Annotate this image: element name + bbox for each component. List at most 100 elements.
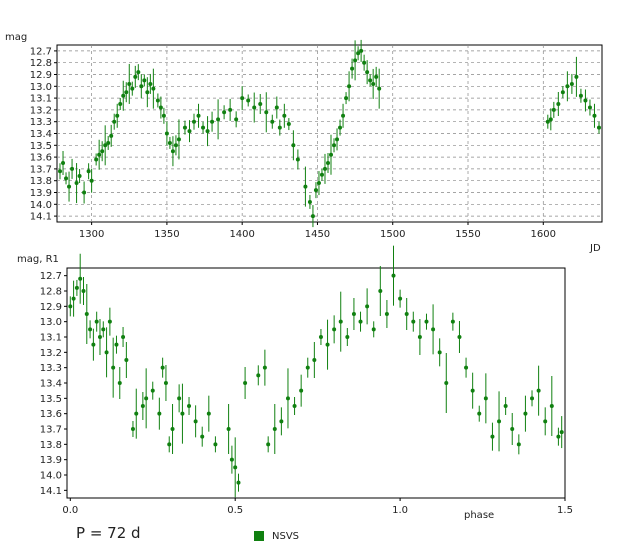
data-point xyxy=(545,119,550,124)
data-point xyxy=(70,166,75,171)
data-point xyxy=(262,365,267,370)
data-point xyxy=(233,465,238,470)
data-point xyxy=(164,131,169,136)
data-point xyxy=(148,81,153,86)
y-tick-label: 13.2 xyxy=(30,105,52,116)
data-point xyxy=(68,304,73,309)
data-point xyxy=(329,152,334,157)
data-point xyxy=(359,48,364,53)
x-tick-label: 1600 xyxy=(531,229,556,240)
data-point xyxy=(316,181,321,186)
data-point xyxy=(464,365,469,370)
data-point xyxy=(319,172,324,177)
data-point xyxy=(325,161,330,165)
data-point xyxy=(155,98,160,103)
data-point xyxy=(516,442,521,447)
data-point xyxy=(206,411,211,416)
y-tick-label: 13.4 xyxy=(40,379,62,390)
data-point xyxy=(264,110,269,115)
y-tick-label: 12.7 xyxy=(30,46,52,57)
data-point xyxy=(161,113,166,118)
y-tick-label: 13.8 xyxy=(30,176,52,187)
data-point xyxy=(578,93,583,98)
top-y-tick-labels: 12.712.812.913.013.113.213.313.413.513.6… xyxy=(30,46,57,223)
data-point xyxy=(371,327,376,332)
data-point xyxy=(97,152,102,157)
data-point xyxy=(351,312,356,316)
data-point xyxy=(565,84,570,89)
data-point xyxy=(252,105,257,110)
y-tick-label: 12.8 xyxy=(30,58,52,69)
x-tick-label: 1.5 xyxy=(557,505,573,516)
data-point xyxy=(106,140,111,145)
data-point xyxy=(77,173,82,178)
data-point xyxy=(134,411,139,416)
data-point xyxy=(292,404,297,408)
data-point xyxy=(285,396,290,401)
data-point xyxy=(180,411,185,416)
data-point xyxy=(548,117,553,122)
data-point xyxy=(115,113,120,118)
data-point xyxy=(133,74,138,79)
data-point xyxy=(374,74,379,79)
data-point xyxy=(103,143,108,148)
data-point xyxy=(450,319,455,324)
data-point xyxy=(176,137,181,142)
y-tick-label: 13.4 xyxy=(30,129,52,140)
data-point xyxy=(543,419,548,424)
data-point xyxy=(111,365,116,370)
data-point xyxy=(240,96,245,101)
bottom-y-tick-labels: 12.7 12.8 12.9 13.0 13.1 13.2 13.3 13.4 13.5 13.6… xyxy=(40,271,67,497)
data-point xyxy=(353,58,358,63)
data-point xyxy=(112,119,117,124)
data-point xyxy=(124,90,129,95)
data-point xyxy=(201,125,206,130)
data-point xyxy=(398,296,403,301)
y-tick-label: 12.8 xyxy=(40,287,62,298)
data-point xyxy=(200,434,205,439)
data-point xyxy=(109,133,114,138)
y-tick-label: 13.5 xyxy=(30,141,52,152)
data-point xyxy=(205,129,210,134)
data-point xyxy=(84,312,89,316)
bottom-plot-frame xyxy=(66,267,566,499)
y-tick-label: 13.3 xyxy=(40,363,62,374)
data-point xyxy=(377,86,382,91)
data-point xyxy=(88,327,93,332)
data-point xyxy=(140,404,145,408)
data-point xyxy=(483,396,488,401)
data-point xyxy=(117,381,122,385)
period-label: P = 72 d xyxy=(76,524,141,542)
data-point xyxy=(587,105,592,110)
data-point xyxy=(121,335,126,339)
data-point xyxy=(299,388,304,393)
y-tick-label: 13.0 xyxy=(40,317,62,328)
data-point xyxy=(210,119,215,124)
data-point xyxy=(78,276,83,281)
data-point xyxy=(226,427,231,431)
data-point xyxy=(362,60,367,65)
x-tick-label: 1.0 xyxy=(392,505,408,516)
data-point xyxy=(64,176,69,181)
data-point xyxy=(173,143,178,148)
data-point xyxy=(71,296,76,301)
data-point xyxy=(127,81,132,86)
data-point xyxy=(236,480,241,485)
data-point xyxy=(182,125,187,130)
data-point xyxy=(107,319,112,324)
top-x-axis-label: JD xyxy=(589,243,601,254)
data-point xyxy=(142,78,147,83)
data-point xyxy=(61,161,66,165)
data-point xyxy=(411,319,416,324)
data-point xyxy=(368,78,373,83)
data-point xyxy=(592,113,597,118)
data-point xyxy=(187,129,192,134)
data-point xyxy=(569,81,574,86)
y-tick-label: 14.1 xyxy=(40,486,62,497)
data-point xyxy=(91,342,96,347)
y-tick-label: 13.6 xyxy=(30,153,52,164)
y-tick-label: 13.0 xyxy=(30,82,52,93)
top-data-points xyxy=(58,39,601,228)
data-point xyxy=(228,107,233,112)
data-point xyxy=(157,411,162,416)
